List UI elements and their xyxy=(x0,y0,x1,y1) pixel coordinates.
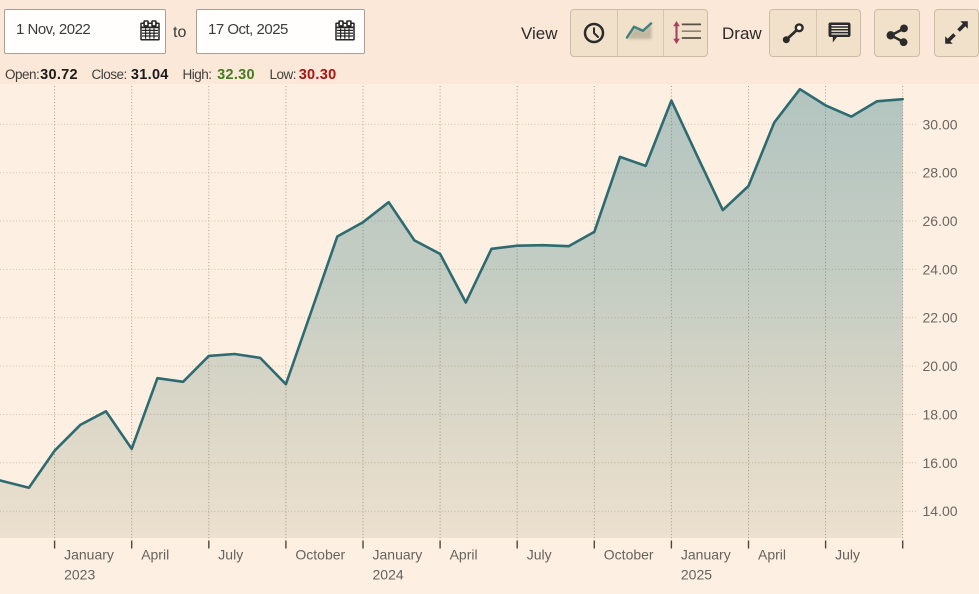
svg-text:April: April xyxy=(758,547,786,563)
svg-text:October: October xyxy=(604,547,654,563)
svg-text:2025: 2025 xyxy=(681,567,712,583)
svg-text:22.00: 22.00 xyxy=(923,310,958,326)
svg-text:24.00: 24.00 xyxy=(923,261,958,277)
svg-text:30.00: 30.00 xyxy=(923,116,958,132)
svg-text:July: July xyxy=(835,547,860,563)
svg-text:26.00: 26.00 xyxy=(923,213,958,229)
svg-text:18.00: 18.00 xyxy=(923,407,958,423)
svg-text:October: October xyxy=(295,547,345,563)
svg-text:2023: 2023 xyxy=(64,567,95,583)
svg-text:July: July xyxy=(218,547,243,563)
svg-text:January: January xyxy=(64,547,114,563)
svg-text:20.00: 20.00 xyxy=(923,358,958,374)
svg-text:January: January xyxy=(681,547,731,563)
svg-text:January: January xyxy=(373,547,423,563)
svg-text:July: July xyxy=(527,547,552,563)
svg-text:14.00: 14.00 xyxy=(923,503,958,519)
svg-text:April: April xyxy=(141,547,169,563)
svg-text:16.00: 16.00 xyxy=(923,455,958,471)
svg-text:April: April xyxy=(450,547,478,563)
svg-text:2024: 2024 xyxy=(373,567,404,583)
svg-text:28.00: 28.00 xyxy=(923,165,958,181)
